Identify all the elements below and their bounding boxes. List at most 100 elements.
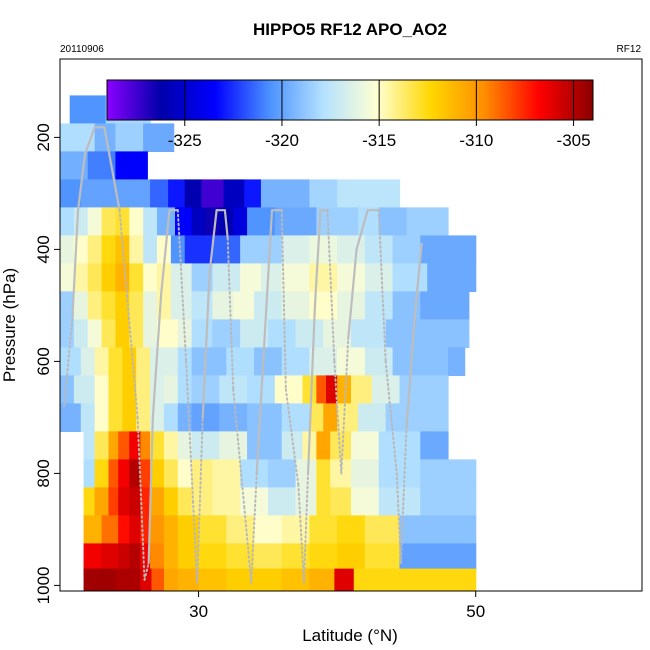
heatmap-cell xyxy=(212,459,241,488)
heatmap-cell xyxy=(136,347,151,376)
heatmap-cell xyxy=(254,515,283,544)
heatmap-cell xyxy=(136,375,151,404)
heatmap-cell xyxy=(281,235,311,264)
heatmap-cell xyxy=(151,568,165,591)
heatmap-cell xyxy=(378,431,421,460)
heatmap-cell xyxy=(150,179,169,208)
flight-track-segment xyxy=(83,126,96,156)
heatmap-cell xyxy=(392,235,421,264)
flight-track-segment xyxy=(413,242,423,318)
flight-track-segment xyxy=(306,304,317,475)
heatmap-cell xyxy=(115,568,141,591)
heatmap-cell xyxy=(309,543,338,572)
heatmap-cells xyxy=(60,95,477,591)
heatmap-cell xyxy=(198,515,227,544)
heatmap-cell xyxy=(205,207,220,236)
heatmap-cell xyxy=(168,179,186,208)
heatmap-cell xyxy=(177,375,193,404)
heatmap-cell xyxy=(150,431,165,460)
heatmap-cell xyxy=(73,263,89,292)
heatmap-cell xyxy=(191,403,220,432)
heatmap-cell xyxy=(108,487,119,516)
heatmap-cell xyxy=(316,459,331,488)
flight-track-segment xyxy=(302,472,310,584)
heatmap-cell xyxy=(129,487,141,516)
heatmap-cell xyxy=(163,431,179,460)
heatmap-cell xyxy=(177,543,200,572)
heatmap-cell xyxy=(163,543,179,572)
heatmap-cell xyxy=(399,375,449,404)
heatmap-cell xyxy=(351,319,387,348)
heatmap-cell xyxy=(150,515,165,544)
heatmap-cell xyxy=(420,431,449,460)
heatmap-cell xyxy=(129,431,141,460)
heatmap-cell xyxy=(337,347,366,376)
heatmap-cell xyxy=(73,375,96,404)
flight-track-segment xyxy=(355,209,369,251)
heatmap-cell xyxy=(385,319,470,348)
heatmap-cell xyxy=(337,375,352,404)
x-axis: 30 50 xyxy=(189,591,485,621)
heatmap-cell xyxy=(157,319,179,348)
flight-track-segment xyxy=(255,304,268,475)
heatmap-cell xyxy=(94,375,110,404)
heatmap-cell xyxy=(87,291,103,320)
flight-track-segment xyxy=(143,562,150,581)
heatmap-cell xyxy=(219,431,248,460)
heatmap-cell xyxy=(129,459,141,488)
heatmap-cell xyxy=(118,515,130,544)
heatmap-cell xyxy=(323,403,338,432)
heatmap-cell xyxy=(309,347,338,376)
heatmap-cell xyxy=(60,347,82,376)
colorbar-tick-label: -320 xyxy=(265,131,299,150)
heatmap-cell xyxy=(184,179,202,208)
heatmap-cell xyxy=(73,235,89,264)
heatmap-cell xyxy=(392,347,449,376)
heatmap-cell xyxy=(115,291,130,320)
heatmap-cell xyxy=(226,543,255,572)
heatmap-cell xyxy=(129,207,144,236)
heatmap-cell xyxy=(309,515,338,544)
heatmap-cell xyxy=(309,179,338,208)
heatmap-cell xyxy=(80,403,96,432)
heatmap-cell xyxy=(281,347,311,376)
heatmap-cell xyxy=(129,543,141,572)
heatmap-cell xyxy=(316,375,327,404)
heatmap-cell xyxy=(226,515,255,544)
heatmap-cell xyxy=(80,347,96,376)
flight-track-segment xyxy=(377,209,387,363)
heatmap-cell xyxy=(281,568,311,591)
y-axis: 200 400 600 800 1000 xyxy=(34,123,60,604)
heatmap-cell xyxy=(60,123,96,152)
heatmap-cell xyxy=(184,235,214,264)
heatmap-cell xyxy=(267,487,297,516)
heatmap-cell xyxy=(143,291,158,320)
heatmap-cell xyxy=(122,375,137,404)
y-tick-label: 1000 xyxy=(34,566,53,604)
flight-track-segment xyxy=(399,427,408,564)
flight-track-segment xyxy=(223,209,229,240)
x-tick-label: 30 xyxy=(189,602,208,621)
flight-track-segment xyxy=(192,500,199,584)
flight-track-segment xyxy=(160,209,171,296)
heatmap-cell xyxy=(163,487,179,516)
flight-track-segment xyxy=(118,209,139,419)
heatmap-cell xyxy=(143,207,158,236)
flight-track-segment xyxy=(313,209,322,307)
heatmap-cell xyxy=(108,347,123,376)
heatmap-cell xyxy=(122,347,137,376)
heatmap-cell xyxy=(101,319,117,348)
heatmap-cell xyxy=(371,375,401,404)
heatmap-cell xyxy=(163,459,179,488)
heatmap-cell xyxy=(281,263,311,292)
heatmap-cell xyxy=(212,319,241,348)
heatmap-cell xyxy=(302,375,317,404)
heatmap-cell xyxy=(83,459,96,488)
flight-track-segment xyxy=(243,506,253,584)
plot-frame xyxy=(59,58,643,592)
heatmap-cell xyxy=(201,179,225,208)
heatmap-cell xyxy=(281,431,304,460)
heatmap-cell xyxy=(254,543,283,572)
y-tick-label: 600 xyxy=(34,347,53,375)
